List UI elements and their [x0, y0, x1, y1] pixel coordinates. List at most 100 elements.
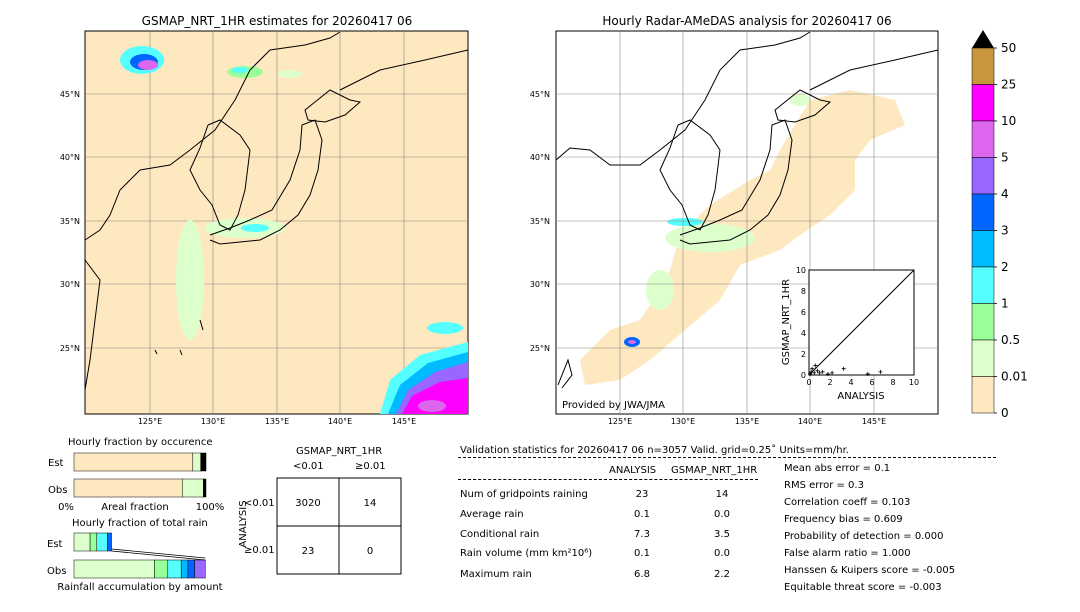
occurrence-bar-est-segment — [73, 452, 194, 472]
score-ets: Equitable threat score = -0.003 — [784, 582, 942, 593]
colorbar-segment-9 — [971, 376, 995, 414]
validation-header: Validation statistics for 20260417 06 n=… — [460, 445, 849, 456]
contingency-col-ge: ≥0.01 — [355, 461, 386, 472]
scatter-point — [812, 370, 817, 375]
colorbar-segment-5 — [971, 230, 995, 268]
colorbar: 50 25 10 5 4 3 2 1 0.5 0.01 0 — [971, 30, 1028, 420]
occurrence-bar-est-segment — [200, 452, 207, 472]
score-corr: Correlation coeff = 0.103 — [784, 497, 911, 508]
scatter-point — [841, 366, 846, 371]
scatter-ytick: 4 — [801, 329, 806, 338]
colorbar-label-10: 0 — [1001, 406, 1009, 420]
score-mae: Mean abs error = 0.1 — [784, 463, 891, 474]
right-lat-label-25: 25°N — [530, 344, 550, 353]
colorbar-label-9: 0.01 — [1001, 370, 1028, 384]
colorbar-extend-triangle — [972, 30, 994, 48]
total-rain-xlabel: Rainfall accumulation by amount — [57, 582, 222, 593]
scatter-point — [808, 371, 813, 376]
score-rmse: RMS error = 0.3 — [784, 480, 864, 491]
scatter-xtick: 8 — [890, 378, 895, 387]
scatter-point — [809, 369, 814, 374]
scatter-ylabel: GSMAP_NRT_1HR — [781, 279, 792, 365]
scatter-ytick: 8 — [801, 287, 806, 296]
colorbar-label-4: 4 — [1001, 187, 1009, 201]
left-lat-label-40: 40°N — [60, 153, 80, 162]
stat-label-num: Num of gridpoints raining — [460, 489, 588, 500]
right-lon-label-135: 135°E — [735, 417, 759, 425]
scatter-xtick: 0 — [806, 378, 811, 387]
total-rain-chart: Est Obs Rainfall accumulation by amount — [47, 532, 223, 593]
scatter-point — [830, 370, 835, 375]
total-rain-bar-obs-segment — [73, 559, 155, 579]
total-rain-bar-est-segment — [89, 532, 98, 552]
stat-analysis-vol: 0.1 — [634, 548, 650, 559]
contingency-cell-tp: 0 — [367, 546, 373, 557]
validation-subdivider — [458, 479, 758, 480]
left-map: 45°N 40°N 35°N 30°N 25°N 125°E 130°E 135… — [60, 30, 469, 425]
right-lat-label-35: 35°N — [530, 217, 550, 226]
contingency-cell-fp: 14 — [364, 498, 377, 509]
score-bias: Frequency bias = 0.609 — [784, 514, 903, 525]
stat-label-avg: Average rain — [460, 509, 524, 520]
right-map-title: Hourly Radar-AMeDAS analysis for 2026041… — [602, 14, 892, 28]
right-lon-label-125: 125°E — [608, 417, 632, 425]
score-hk: Hanssen & Kuipers score = -0.005 — [784, 565, 956, 576]
scatter-inset: 0 2 4 6 8 10 0 2 4 6 8 10 ANALYSIS GSMAP_NRT_1HR — [781, 266, 919, 402]
right-map-credit: Provided by JWA/JMA — [562, 400, 665, 411]
scatter-ytick: 2 — [801, 350, 806, 359]
total-rain-bar-est-segment — [107, 532, 112, 552]
left-map-title: GSMAP_NRT_1HR estimates for 20260417 06 — [141, 14, 413, 28]
stat-gsmap-max: 2.2 — [714, 569, 730, 580]
stat-label-max: Maximum rain — [460, 569, 532, 580]
scatter-point — [820, 369, 825, 374]
contingency-row-lt: <0.01 — [244, 498, 275, 509]
occurrence-bar-obs-segment — [73, 478, 183, 498]
right-lat-label-40: 40°N — [530, 153, 550, 162]
scatter-xtick: 2 — [827, 378, 832, 387]
stat-gsmap-num: 14 — [715, 489, 729, 500]
score-far: False alarm ratio = 1.000 — [784, 548, 911, 559]
occurrence-xlabel: Areal fraction — [101, 502, 168, 513]
stat-analysis-avg: 0.1 — [634, 509, 650, 520]
total-rain-est-label: Est — [47, 539, 63, 550]
stat-label-vol: Rain volume (mm km²10⁶) — [460, 548, 593, 559]
colorbar-label-1: 25 — [1001, 78, 1016, 92]
scatter-point — [815, 368, 820, 373]
right-lon-label-140: 140°E — [798, 417, 822, 425]
colorbar-segment-8 — [971, 339, 995, 377]
colorbar-segment-4 — [971, 193, 995, 231]
scatter-xtick: 10 — [909, 378, 919, 387]
occurrence-title: Hourly fraction by occurence — [68, 437, 213, 448]
right-lon-label-145: 145°E — [862, 417, 886, 425]
colorbar-label-8: 0.5 — [1001, 333, 1020, 347]
left-lon-label-140: 140°E — [328, 417, 352, 425]
contingency-cell-fn: 23 — [302, 546, 315, 557]
score-pod: Probability of detection = 0.000 — [784, 531, 944, 542]
colorbar-segment-1 — [971, 84, 995, 122]
contingency-header: GSMAP_NRT_1HR — [296, 446, 383, 457]
occurrence-bar-obs-segment — [203, 478, 207, 498]
scatter-point — [810, 366, 815, 371]
colorbar-segment-3 — [971, 157, 995, 195]
scatter-point — [817, 370, 822, 375]
left-map-coastlines — [84, 31, 469, 391]
total-rain-bar-obs-segment — [167, 559, 182, 579]
occurrence-obs-label: Obs — [48, 485, 67, 496]
colorbar-label-6: 2 — [1001, 260, 1009, 274]
scatter-ytick: 0 — [801, 371, 806, 380]
right-map-rain — [624, 94, 810, 347]
scatter-point — [878, 369, 883, 374]
left-lon-label-125: 125°E — [138, 417, 162, 425]
total-rain-connector — [111, 550, 206, 561]
scatter-ytick: 6 — [801, 308, 806, 317]
colorbar-segment-6 — [971, 266, 995, 304]
left-lon-label-130: 130°E — [201, 417, 225, 425]
scatter-ytick: 10 — [796, 266, 806, 275]
stat-analysis-num: 23 — [635, 489, 649, 500]
contingency-row-ge: ≥0.01 — [244, 545, 275, 556]
left-lon-label-145: 145°E — [392, 417, 416, 425]
right-map: Provided by JWA/JMA 45°N 40°N 35°N 30°N … — [530, 30, 939, 425]
total-rain-obs-label: Obs — [47, 566, 66, 577]
colorbar-label-2: 10 — [1001, 114, 1016, 128]
stat-analysis-max: 6.8 — [634, 569, 650, 580]
